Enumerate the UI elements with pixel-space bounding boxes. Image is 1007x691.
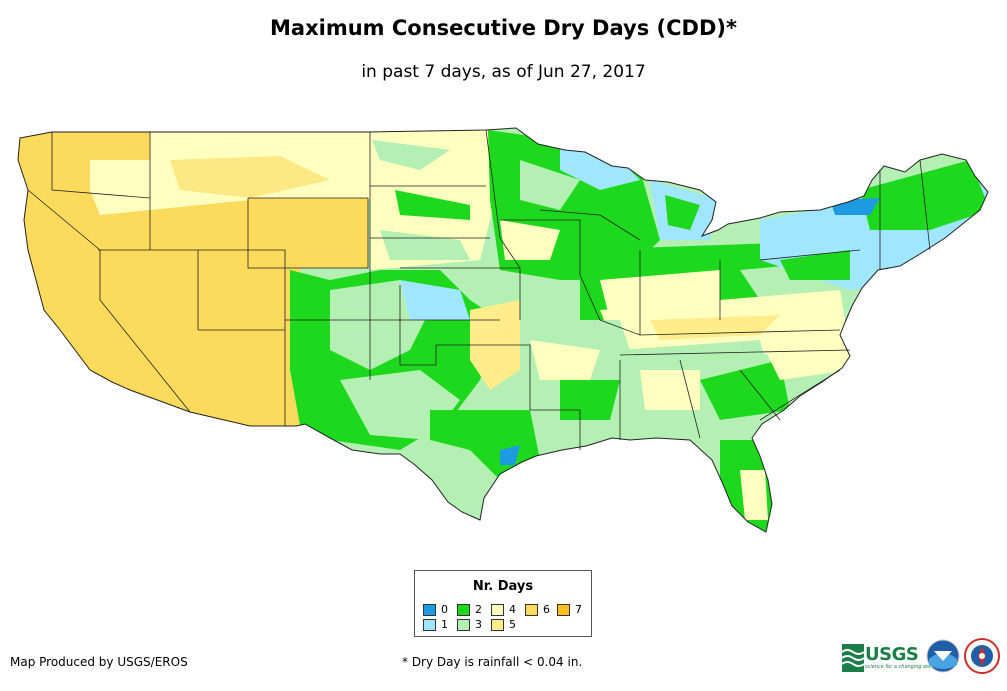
footnote-text: * Dry Day is rainfall < 0.04 in.	[402, 655, 583, 669]
map-title: Maximum Consecutive Dry Days (CDD)*	[270, 16, 737, 40]
legend-title: Nr. Days	[472, 579, 534, 594]
legend-label-3: 3	[475, 618, 482, 631]
legend-swatch-1	[423, 619, 436, 631]
usgs-tagline: science for a changing world	[865, 664, 937, 670]
credit-text: Map Produced by USGS/EROS	[10, 655, 188, 669]
legend-swatch-3	[457, 619, 470, 631]
legend-swatch-4	[491, 604, 504, 616]
cdd-map	[17, 127, 989, 533]
legend-swatch-7	[557, 604, 570, 616]
legend-swatch-5	[491, 619, 504, 631]
map-subtitle: in past 7 days, as of Jun 27, 2017	[361, 62, 646, 82]
legend-swatch-6	[525, 604, 538, 616]
legend-swatch-2	[457, 604, 470, 616]
usgs-wordmark: USGS	[865, 644, 919, 665]
legend-label-7: 7	[575, 603, 582, 616]
legend-label-6: 6	[543, 603, 550, 616]
legend-label-2: 2	[475, 603, 482, 616]
legend-label-0: 0	[441, 603, 448, 616]
nws-logo-icon	[964, 638, 1000, 674]
legend-label-5: 5	[509, 618, 516, 631]
legend-label-4: 4	[509, 603, 516, 616]
legend: Nr. Days 0 1 2 3 4 5 6 7	[414, 570, 592, 637]
legend-swatch-0	[423, 604, 436, 616]
legend-label-1: 1	[441, 618, 448, 631]
agency-logos: USGS science for a changing world	[842, 636, 1002, 676]
noaa-logo-icon	[926, 639, 960, 673]
usgs-logo-icon	[842, 644, 864, 672]
